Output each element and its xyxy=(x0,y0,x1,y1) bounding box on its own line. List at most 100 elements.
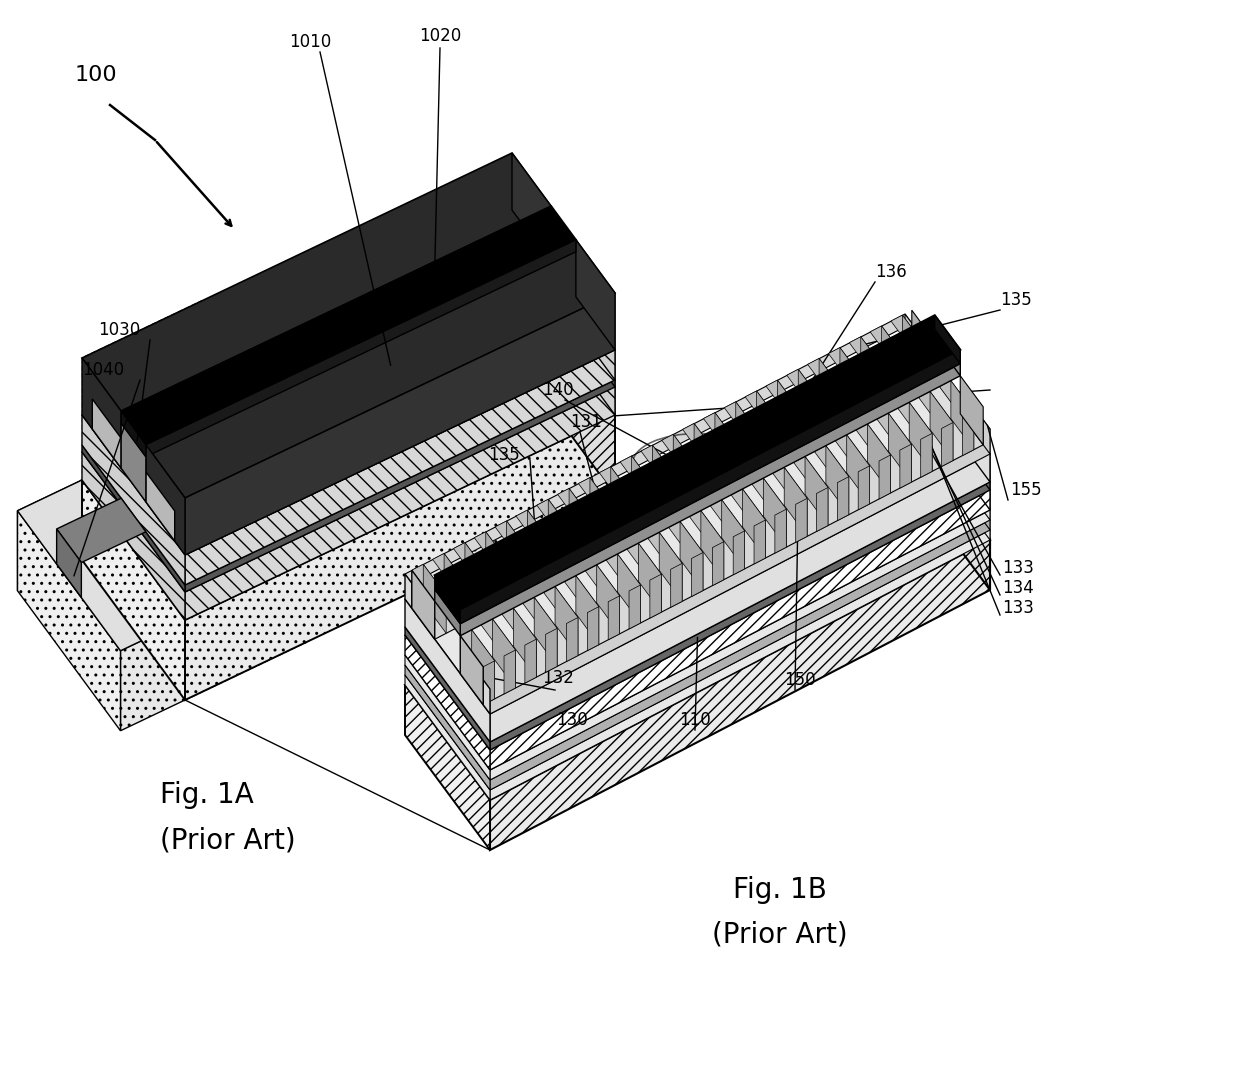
Polygon shape xyxy=(522,341,531,376)
Polygon shape xyxy=(856,424,890,461)
Polygon shape xyxy=(394,349,432,393)
Polygon shape xyxy=(861,337,884,406)
Polygon shape xyxy=(469,318,498,387)
Polygon shape xyxy=(911,310,935,379)
Polygon shape xyxy=(590,477,613,546)
Polygon shape xyxy=(920,433,932,477)
Polygon shape xyxy=(270,412,300,482)
Text: 135: 135 xyxy=(489,446,520,464)
Text: 133: 133 xyxy=(1002,599,1034,617)
Polygon shape xyxy=(794,456,828,494)
Polygon shape xyxy=(201,348,229,416)
Polygon shape xyxy=(82,358,122,468)
Polygon shape xyxy=(444,325,481,369)
Polygon shape xyxy=(498,205,527,275)
Polygon shape xyxy=(905,395,990,520)
Polygon shape xyxy=(350,277,378,346)
Polygon shape xyxy=(722,500,745,569)
Polygon shape xyxy=(122,218,575,457)
Text: 135: 135 xyxy=(999,291,1032,309)
Polygon shape xyxy=(357,420,366,454)
Polygon shape xyxy=(205,444,233,513)
Polygon shape xyxy=(892,315,925,352)
Polygon shape xyxy=(618,554,641,623)
Polygon shape xyxy=(433,554,467,590)
Polygon shape xyxy=(238,428,267,497)
Polygon shape xyxy=(490,490,990,770)
Polygon shape xyxy=(683,424,717,460)
Polygon shape xyxy=(662,435,696,471)
Polygon shape xyxy=(233,332,263,401)
Polygon shape xyxy=(868,424,890,493)
Polygon shape xyxy=(905,339,990,482)
Polygon shape xyxy=(849,337,884,373)
Polygon shape xyxy=(391,253,428,296)
Polygon shape xyxy=(552,278,580,348)
Polygon shape xyxy=(652,445,676,514)
Polygon shape xyxy=(453,325,481,395)
Polygon shape xyxy=(724,401,759,439)
Polygon shape xyxy=(405,395,990,770)
Polygon shape xyxy=(405,405,990,780)
Polygon shape xyxy=(460,318,498,362)
Text: 1040: 1040 xyxy=(82,361,124,379)
Polygon shape xyxy=(405,627,490,750)
Polygon shape xyxy=(588,309,598,343)
Polygon shape xyxy=(787,369,821,407)
Polygon shape xyxy=(526,286,564,329)
Polygon shape xyxy=(490,205,527,249)
Polygon shape xyxy=(258,315,295,359)
Polygon shape xyxy=(162,459,201,503)
Text: 110: 110 xyxy=(680,711,711,729)
Polygon shape xyxy=(82,153,551,411)
Polygon shape xyxy=(258,467,267,501)
Polygon shape xyxy=(805,456,828,526)
Polygon shape xyxy=(460,630,495,666)
Polygon shape xyxy=(439,381,449,415)
Polygon shape xyxy=(423,388,432,423)
Polygon shape xyxy=(882,326,904,395)
Polygon shape xyxy=(465,221,494,291)
Text: 136: 136 xyxy=(875,263,906,281)
Polygon shape xyxy=(427,334,465,377)
Text: 1010: 1010 xyxy=(289,33,331,52)
Polygon shape xyxy=(858,466,869,510)
Polygon shape xyxy=(134,379,164,449)
Polygon shape xyxy=(951,381,973,450)
Polygon shape xyxy=(267,315,295,385)
Polygon shape xyxy=(903,315,925,384)
Polygon shape xyxy=(764,479,786,547)
Text: (Prior Art): (Prior Art) xyxy=(712,921,848,949)
Polygon shape xyxy=(513,608,537,677)
Text: 130: 130 xyxy=(556,711,588,729)
Polygon shape xyxy=(316,292,345,362)
Polygon shape xyxy=(324,284,362,328)
Polygon shape xyxy=(512,210,615,380)
Polygon shape xyxy=(611,467,634,535)
Polygon shape xyxy=(460,635,484,705)
Polygon shape xyxy=(92,399,122,468)
Polygon shape xyxy=(701,511,724,579)
Polygon shape xyxy=(403,349,432,418)
Polygon shape xyxy=(311,388,350,432)
Polygon shape xyxy=(179,452,217,496)
Polygon shape xyxy=(125,379,164,423)
Polygon shape xyxy=(146,297,605,541)
Polygon shape xyxy=(756,391,780,460)
Polygon shape xyxy=(940,381,973,417)
Polygon shape xyxy=(57,498,146,562)
Text: 134: 134 xyxy=(1002,579,1034,597)
Polygon shape xyxy=(196,444,233,487)
Polygon shape xyxy=(503,650,516,694)
Polygon shape xyxy=(188,452,217,520)
Polygon shape xyxy=(456,221,494,265)
Polygon shape xyxy=(185,380,615,592)
Polygon shape xyxy=(494,302,531,346)
Polygon shape xyxy=(489,357,498,392)
Polygon shape xyxy=(518,294,548,363)
Text: 140: 140 xyxy=(542,381,574,399)
Polygon shape xyxy=(515,197,543,267)
Polygon shape xyxy=(57,529,82,598)
Polygon shape xyxy=(627,543,661,580)
Polygon shape xyxy=(888,413,911,482)
